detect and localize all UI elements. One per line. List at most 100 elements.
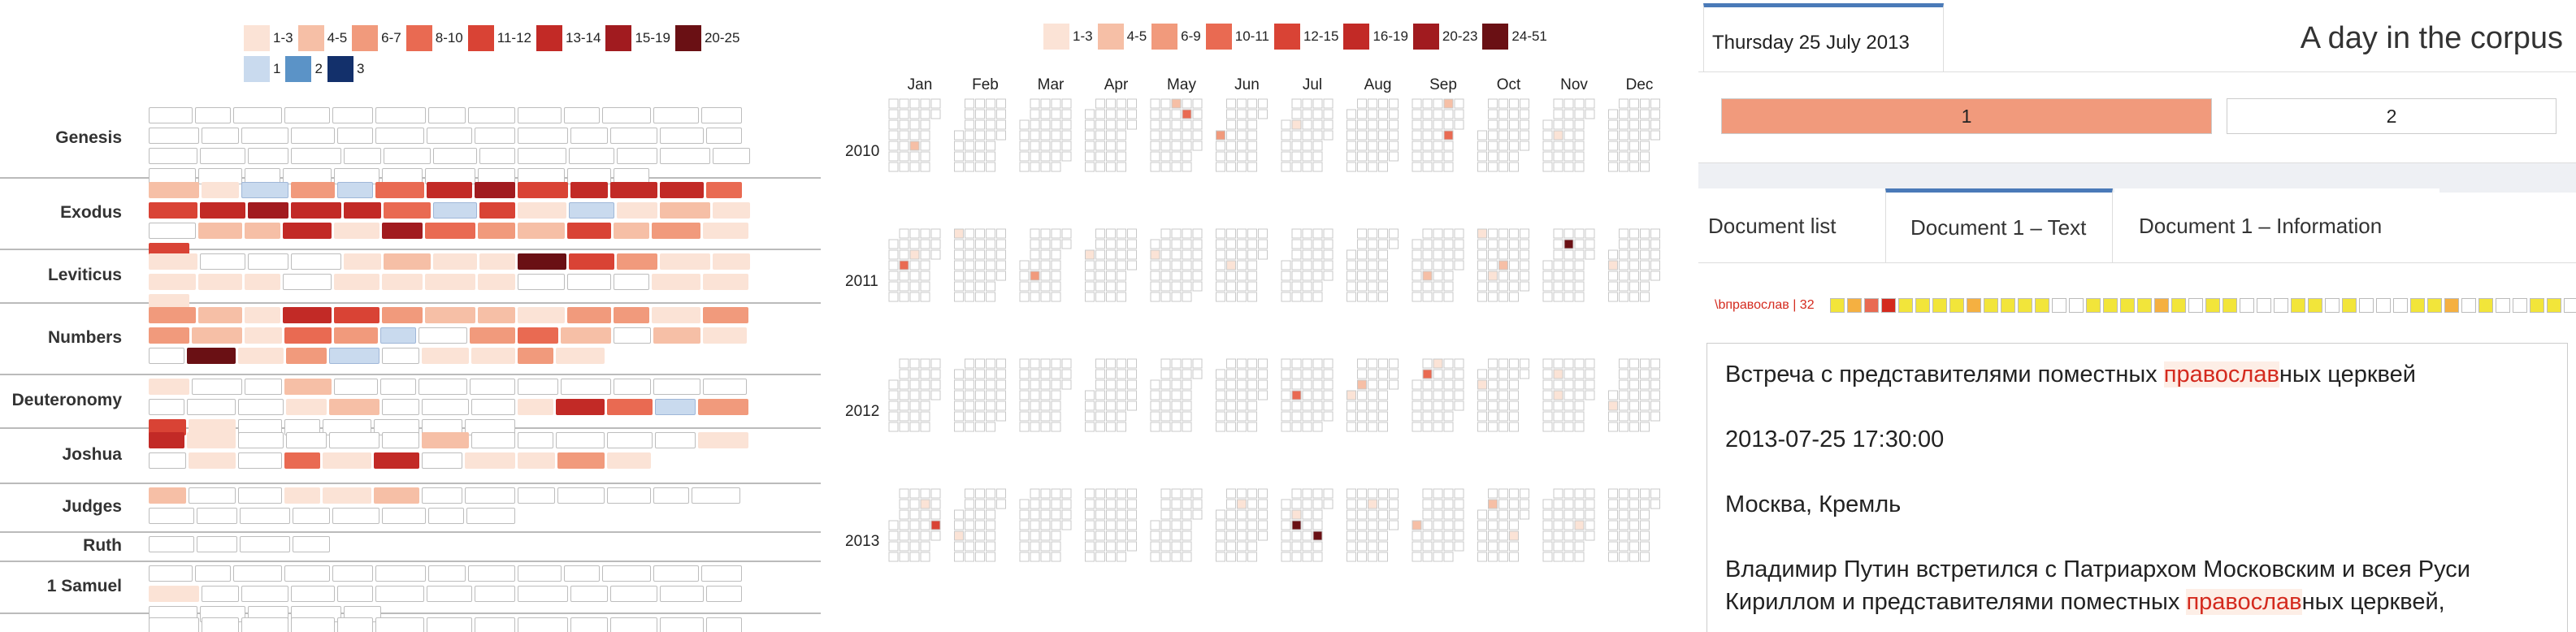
day-cell[interactable] [1291, 281, 1302, 292]
day-cell[interactable] [909, 422, 920, 432]
day-cell[interactable] [996, 249, 1006, 260]
day-cell[interactable] [1422, 228, 1433, 239]
day-cell[interactable] [1574, 119, 1585, 130]
day-cell[interactable] [1192, 369, 1203, 379]
day-cell[interactable] [1619, 390, 1628, 400]
day-cell[interactable] [1040, 281, 1051, 292]
day-cell[interactable] [1061, 228, 1072, 239]
day-cell[interactable] [1095, 520, 1105, 530]
day-cell[interactable] [975, 552, 985, 562]
chapter-cell[interactable] [701, 107, 742, 123]
day-cell[interactable] [1171, 151, 1182, 162]
day-cell[interactable] [1542, 162, 1553, 172]
day-cell[interactable] [954, 130, 964, 141]
day-cell[interactable] [1247, 358, 1257, 369]
day-cell[interactable] [1216, 400, 1225, 411]
day-cell[interactable] [888, 400, 899, 411]
day-cell[interactable] [1281, 509, 1291, 520]
chapter-cell[interactable] [518, 586, 568, 602]
day-cell[interactable] [899, 499, 909, 509]
day-cell[interactable] [1629, 520, 1639, 530]
day-cell[interactable] [1389, 119, 1399, 130]
day-cell[interactable] [1477, 151, 1487, 162]
chapter-cell[interactable] [291, 148, 341, 164]
day-cell[interactable] [1433, 552, 1443, 562]
day-cell[interactable] [1171, 499, 1182, 509]
day-cell[interactable] [1509, 509, 1519, 520]
day-cell[interactable] [1051, 109, 1061, 119]
day-cell[interactable] [1619, 271, 1628, 281]
day-cell[interactable] [909, 411, 920, 422]
day-cell[interactable] [1574, 411, 1585, 422]
day-cell[interactable] [1040, 292, 1051, 302]
day-cell[interactable] [1563, 422, 1574, 432]
day-cell[interactable] [1095, 162, 1105, 172]
day-cell[interactable] [1563, 541, 1574, 552]
day-cell[interactable] [1095, 271, 1105, 281]
day-cell[interactable] [1378, 281, 1388, 292]
day-cell[interactable] [1019, 379, 1030, 390]
chapter-cell[interactable] [475, 586, 515, 602]
day-cell[interactable] [1553, 530, 1563, 541]
day-cell[interactable] [909, 530, 920, 541]
day-cell[interactable] [975, 499, 985, 509]
day-cell[interactable] [1498, 162, 1508, 172]
day-cell[interactable] [1323, 109, 1334, 119]
day-cell[interactable] [1629, 151, 1639, 162]
day-cell[interactable] [1095, 488, 1105, 499]
occurrence-cell[interactable] [2018, 298, 2032, 313]
day-cell[interactable] [1553, 151, 1563, 162]
day-cell[interactable] [1378, 499, 1388, 509]
day-cell[interactable] [1433, 141, 1443, 151]
day-cell[interactable] [986, 130, 995, 141]
day-cell[interactable] [1312, 520, 1323, 530]
day-cell[interactable] [1226, 281, 1236, 292]
day-cell[interactable] [1509, 151, 1519, 162]
day-cell[interactable] [1237, 292, 1247, 302]
day-cell[interactable] [1629, 98, 1639, 109]
day-cell[interactable] [1488, 400, 1498, 411]
day-cell[interactable] [1312, 119, 1323, 130]
chapter-cell[interactable] [713, 253, 750, 270]
day-cell[interactable] [975, 488, 985, 499]
day-cell[interactable] [888, 552, 899, 562]
day-cell[interactable] [1443, 228, 1454, 239]
day-cell[interactable] [996, 119, 1006, 130]
day-cell[interactable] [1454, 400, 1464, 411]
day-cell[interactable] [1498, 228, 1508, 239]
day-cell[interactable] [1542, 260, 1553, 271]
day-cell[interactable] [1629, 499, 1639, 509]
day-cell[interactable] [1433, 292, 1443, 302]
day-cell[interactable] [1192, 499, 1203, 509]
day-cell[interactable] [1160, 499, 1171, 509]
day-cell[interactable] [920, 239, 930, 249]
occurrence-cell[interactable] [1881, 298, 1896, 313]
day-cell[interactable] [1312, 292, 1323, 302]
day-cell[interactable] [1563, 358, 1574, 369]
day-cell[interactable] [930, 239, 941, 249]
day-cell[interactable] [1226, 499, 1236, 509]
day-cell[interactable] [975, 271, 985, 281]
chapter-cell[interactable] [660, 586, 704, 602]
day-cell[interactable] [1019, 541, 1030, 552]
day-cell[interactable] [1150, 130, 1160, 141]
day-cell[interactable] [1378, 119, 1388, 130]
chapter-cell[interactable] [610, 128, 657, 144]
day-cell[interactable] [1553, 130, 1563, 141]
day-cell[interactable] [899, 488, 909, 499]
day-cell[interactable] [1019, 281, 1030, 292]
day-cell[interactable] [930, 379, 941, 390]
day-cell[interactable] [1085, 162, 1095, 172]
day-cell[interactable] [1160, 379, 1171, 390]
day-cell[interactable] [1585, 379, 1595, 390]
day-cell[interactable] [1030, 260, 1040, 271]
day-cell[interactable] [1553, 422, 1563, 432]
chapter-cell[interactable] [471, 348, 515, 364]
chapter-cell[interactable] [652, 307, 700, 323]
day-cell[interactable] [1433, 249, 1443, 260]
chapter-cell[interactable] [382, 399, 419, 415]
day-cell[interactable] [1051, 541, 1061, 552]
day-cell[interactable] [1323, 379, 1334, 390]
day-cell[interactable] [1389, 98, 1399, 109]
chapter-cell[interactable] [567, 307, 611, 323]
